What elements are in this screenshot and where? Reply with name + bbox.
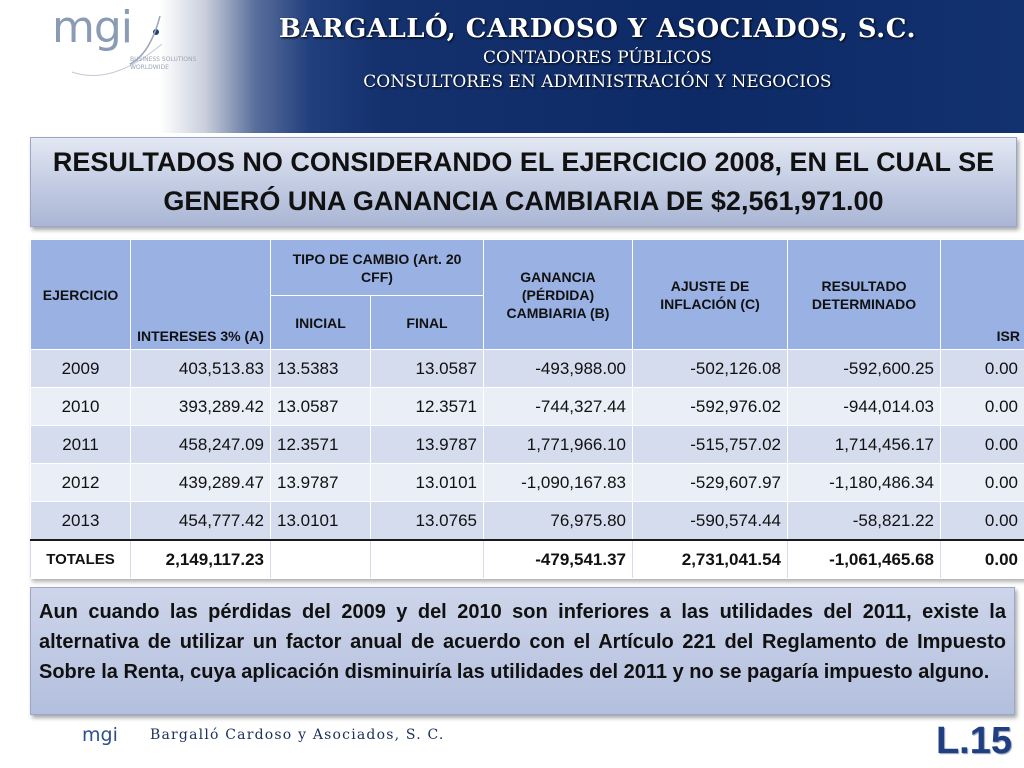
footer-logo: mgi bbox=[82, 724, 118, 746]
total-empty-inicial bbox=[270, 539, 371, 579]
cell-resultado: -58,821.22 bbox=[787, 501, 941, 541]
cell-year: 2011 bbox=[30, 425, 131, 464]
header-inicial: INICIAL bbox=[270, 295, 371, 350]
cell-ganancia: 1,771,966.10 bbox=[483, 425, 633, 464]
cell-inicial: 13.9787 bbox=[270, 463, 371, 502]
slide-number: L.15 bbox=[935, 720, 1012, 762]
cell-ajuste: -590,574.44 bbox=[632, 501, 788, 541]
cell-inicial: 13.0587 bbox=[270, 387, 371, 426]
cell-inicial: 13.5383 bbox=[270, 349, 371, 388]
totals-label: TOTALES bbox=[30, 539, 131, 579]
cell-intereses: 458,247.09 bbox=[130, 425, 271, 464]
footer-firm: Bargalló Cardoso y Asociados, S. C. bbox=[150, 727, 445, 743]
cell-final: 13.0101 bbox=[370, 463, 484, 502]
firm-subtitle-2: CONSULTORES EN ADMINISTRACIÓN Y NEGOCIOS bbox=[363, 72, 832, 92]
cell-ganancia: -1,090,167.83 bbox=[483, 463, 633, 502]
note-text: Aun cuando las pérdidas del 2009 y del 2… bbox=[39, 601, 1006, 683]
cell-final: 13.9787 bbox=[370, 425, 484, 464]
table-row: 2010 393,289.42 13.0587 12.3571 -744,327… bbox=[30, 387, 1024, 426]
total-resultado: -1,061,465.68 bbox=[787, 539, 941, 579]
cell-year: 2012 bbox=[30, 463, 131, 502]
header-resultado: RESULTADO DETERMINADO bbox=[787, 239, 941, 350]
total-ajuste: 2,731,041.54 bbox=[632, 539, 788, 579]
cell-isr: 0.00 bbox=[940, 349, 1024, 388]
total-ganancia: -479,541.37 bbox=[483, 539, 633, 579]
cell-intereses: 403,513.83 bbox=[130, 349, 271, 388]
cell-isr: 0.00 bbox=[940, 425, 1024, 464]
cell-ajuste: -592,976.02 bbox=[632, 387, 788, 426]
firm-name: BARGALLÓ, CARDOSO Y ASOCIADOS, S.C. bbox=[278, 14, 916, 44]
cell-resultado: -1,180,486.34 bbox=[787, 463, 941, 502]
cell-ganancia: 76,975.80 bbox=[483, 501, 633, 541]
cell-resultado: -592,600.25 bbox=[787, 349, 941, 388]
cell-intereses: 439,289.47 bbox=[130, 463, 271, 502]
total-empty-final bbox=[370, 539, 484, 579]
header-ganancia: GANANCIA (PÉRDIDA) CAMBIARIA (B) bbox=[483, 239, 633, 350]
cell-isr: 0.00 bbox=[940, 501, 1024, 541]
results-table: EJERCICIO INTERESES 3% (A) TIPO DE CAMBI… bbox=[30, 239, 1024, 579]
header-isr: ISR bbox=[940, 239, 1024, 350]
cell-year: 2010 bbox=[30, 387, 131, 426]
logo-text: mgi bbox=[52, 2, 133, 53]
cell-year: 2013 bbox=[30, 501, 131, 541]
cell-resultado: -944,014.03 bbox=[787, 387, 941, 426]
header-ejercicio: EJERCICIO bbox=[30, 239, 131, 350]
firm-subtitle-1: CONTADORES PÚBLICOS bbox=[482, 48, 712, 68]
cell-ajuste: -529,607.97 bbox=[632, 463, 788, 502]
cell-isr: 0.00 bbox=[940, 387, 1024, 426]
cell-resultado: 1,714,456.17 bbox=[787, 425, 941, 464]
cell-isr: 0.00 bbox=[940, 463, 1024, 502]
table-row: 2012 439,289.47 13.9787 13.0101 -1,090,1… bbox=[30, 463, 1024, 502]
cell-intereses: 393,289.42 bbox=[130, 387, 271, 426]
logo-tagline: Business solutions worldwide bbox=[130, 56, 197, 71]
mgi-logo: mgi Business solutions worldwide bbox=[52, 2, 222, 94]
cell-ganancia: -744,327.44 bbox=[483, 387, 633, 426]
cell-ganancia: -493,988.00 bbox=[483, 349, 633, 388]
cell-ajuste: -515,757.02 bbox=[632, 425, 788, 464]
cell-ajuste: -502,126.08 bbox=[632, 349, 788, 388]
cell-final: 13.0765 bbox=[370, 501, 484, 541]
total-isr: 0.00 bbox=[940, 539, 1024, 579]
header-tipo-cambio: TIPO DE CAMBIO (Art. 20 CFF) bbox=[270, 239, 484, 296]
slide-title: RESULTADOS NO CONSIDERANDO EL EJERCICIO … bbox=[52, 147, 995, 216]
cell-inicial: 12.3571 bbox=[270, 425, 371, 464]
firm-block: BARGALLÓ, CARDOSO Y ASOCIADOS, S.C. CONT… bbox=[279, 14, 916, 92]
logo-swoosh-icon bbox=[71, 15, 163, 76]
header-banner: mgi Business solutions worldwide BARGALL… bbox=[0, 0, 1024, 133]
header-intereses: INTERESES 3% (A) bbox=[130, 239, 271, 350]
totals-row: TOTALES 2,149,117.23 -479,541.37 2,731,0… bbox=[30, 539, 1024, 579]
header-ajuste: AJUSTE DE INFLACIÓN (C) bbox=[632, 239, 788, 350]
cell-final: 12.3571 bbox=[370, 387, 484, 426]
cell-year: 2009 bbox=[30, 349, 131, 388]
cell-inicial: 13.0101 bbox=[270, 501, 371, 541]
note-box: Aun cuando las pérdidas del 2009 y del 2… bbox=[30, 587, 1015, 715]
table-row: 2011 458,247.09 12.3571 13.9787 1,771,96… bbox=[30, 425, 1024, 464]
cell-final: 13.0587 bbox=[370, 349, 484, 388]
table-row: 2009 403,513.83 13.5383 13.0587 -493,988… bbox=[30, 349, 1024, 388]
header-final: FINAL bbox=[370, 295, 484, 350]
table-row: 2013 454,777.42 13.0101 13.0765 76,975.8… bbox=[30, 501, 1024, 541]
title-box: RESULTADOS NO CONSIDERANDO EL EJERCICIO … bbox=[30, 137, 1017, 227]
cell-intereses: 454,777.42 bbox=[130, 501, 271, 541]
total-intereses: 2,149,117.23 bbox=[130, 539, 271, 579]
